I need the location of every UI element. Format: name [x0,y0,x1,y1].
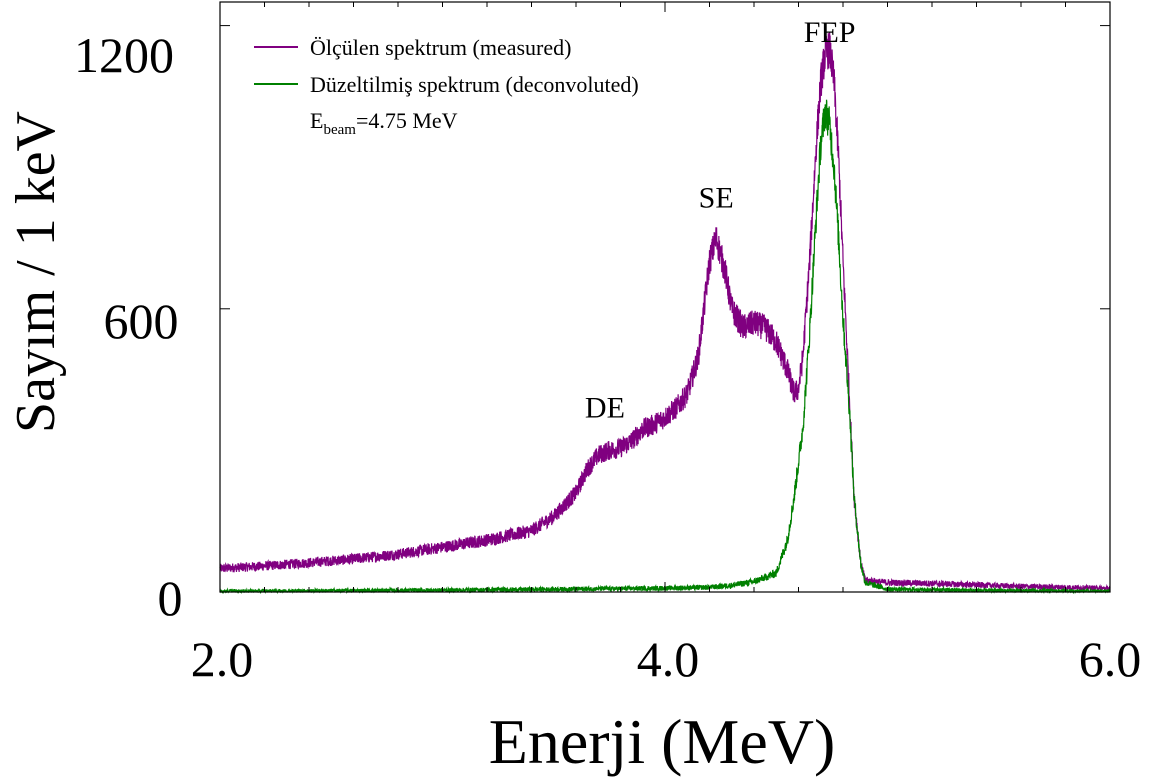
x-axis-label: Enerji (MeV) [489,706,836,777]
peak-labels: DE SE FEP [585,16,856,424]
x-tick-label-0: 2.0 [191,631,254,687]
y-tick-label-0: 0 [158,570,183,626]
legend-label-deconvoluted: Düzeltilmiş spektrum (deconvoluted) [310,72,639,97]
series-line-deconvoluted [219,99,1111,595]
y-axis-label: Sayım / 1 keV [5,111,67,433]
series-layer [219,31,1111,595]
legend: Ölçülen spektrum (measured) Düzeltilmiş … [254,35,639,138]
legend-label-measured: Ölçülen spektrum (measured) [310,35,571,60]
x-tick-label-2: 6.0 [1079,631,1142,687]
ticks-layer [219,2,1111,593]
y-tick-label-2: 1200 [74,27,174,83]
peak-label-se: SE [699,181,734,214]
beam-energy-annotation: Ebeam=4.75 MeV [310,108,458,138]
y-tick-label-1: 600 [104,293,179,349]
peak-label-de: DE [585,391,625,424]
x-tick-label-1: 4.0 [637,631,700,687]
peak-label-fep: FEP [804,16,856,49]
series-line-measured [219,31,1111,593]
